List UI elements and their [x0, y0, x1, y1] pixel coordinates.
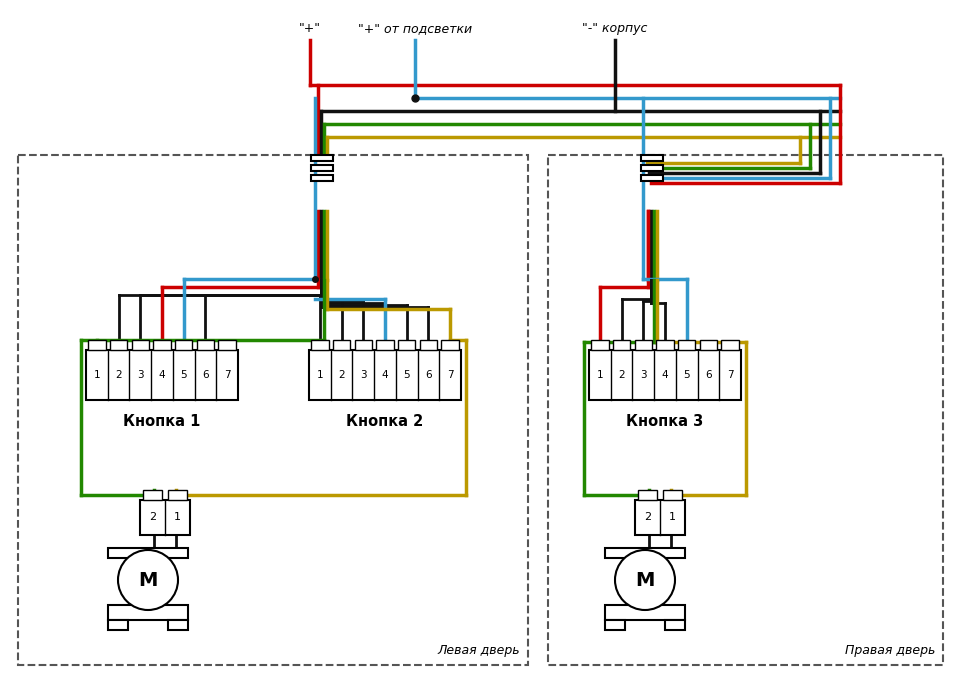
Text: 7: 7: [224, 370, 230, 380]
Bar: [605, 605, 685, 620]
Text: Кнопка 1: Кнопка 1: [123, 414, 201, 429]
Text: 3: 3: [360, 370, 367, 380]
Bar: [143, 490, 162, 500]
Bar: [132, 340, 149, 350]
Text: 1: 1: [669, 512, 676, 523]
Text: 1: 1: [174, 512, 181, 523]
Bar: [86, 350, 238, 400]
Text: 5: 5: [180, 370, 187, 380]
Text: 1: 1: [596, 370, 603, 380]
Bar: [591, 340, 609, 350]
Text: 2: 2: [338, 370, 345, 380]
Text: Кнопка 2: Кнопка 2: [347, 414, 423, 429]
Bar: [678, 340, 695, 350]
Bar: [311, 175, 333, 181]
Bar: [108, 548, 188, 558]
Bar: [311, 165, 333, 171]
Text: "+": "+": [299, 22, 321, 35]
Text: 3: 3: [640, 370, 647, 380]
Bar: [657, 340, 674, 350]
Text: М: М: [138, 570, 157, 590]
Bar: [612, 340, 631, 350]
Text: Кнопка 3: Кнопка 3: [626, 414, 704, 429]
Bar: [641, 165, 663, 171]
Bar: [333, 340, 350, 350]
Bar: [18, 155, 528, 665]
Bar: [197, 340, 214, 350]
Bar: [376, 340, 394, 350]
Text: 4: 4: [382, 370, 388, 380]
Text: 7: 7: [727, 370, 733, 380]
Bar: [638, 490, 657, 500]
Text: 2: 2: [618, 370, 625, 380]
Text: 7: 7: [446, 370, 453, 380]
Bar: [722, 340, 739, 350]
Bar: [219, 340, 236, 350]
Bar: [641, 155, 663, 161]
Text: 4: 4: [661, 370, 668, 380]
Bar: [168, 490, 187, 500]
Text: 1: 1: [93, 370, 100, 380]
Bar: [354, 340, 372, 350]
Bar: [309, 350, 461, 400]
Bar: [635, 500, 685, 535]
Bar: [605, 620, 625, 630]
Bar: [605, 548, 685, 558]
Bar: [700, 340, 717, 350]
Text: 5: 5: [684, 370, 690, 380]
Bar: [311, 155, 333, 161]
Text: 6: 6: [425, 370, 432, 380]
Text: 1: 1: [317, 370, 324, 380]
Bar: [88, 340, 106, 350]
Bar: [641, 175, 663, 181]
Bar: [140, 500, 190, 535]
Bar: [442, 340, 459, 350]
Circle shape: [118, 550, 178, 610]
Text: 3: 3: [137, 370, 144, 380]
Text: 6: 6: [203, 370, 208, 380]
Text: 5: 5: [403, 370, 410, 380]
Text: "+" от подсветки: "+" от подсветки: [358, 22, 472, 35]
Text: М: М: [636, 570, 655, 590]
Bar: [175, 340, 192, 350]
Bar: [635, 340, 652, 350]
Bar: [398, 340, 416, 350]
Bar: [589, 350, 741, 400]
Text: 2: 2: [115, 370, 122, 380]
Bar: [168, 620, 188, 630]
Bar: [108, 620, 128, 630]
Text: 4: 4: [158, 370, 165, 380]
Text: Левая дверь: Левая дверь: [438, 644, 520, 657]
Bar: [108, 605, 188, 620]
Text: 6: 6: [705, 370, 711, 380]
Text: "-" корпус: "-" корпус: [583, 22, 648, 35]
Circle shape: [615, 550, 675, 610]
Bar: [665, 620, 685, 630]
Text: Правая дверь: Правая дверь: [845, 644, 935, 657]
Text: 2: 2: [149, 512, 156, 523]
Text: 2: 2: [644, 512, 651, 523]
Bar: [548, 155, 943, 665]
Bar: [311, 340, 328, 350]
Bar: [663, 490, 682, 500]
Bar: [420, 340, 437, 350]
Bar: [154, 340, 171, 350]
Bar: [109, 340, 128, 350]
